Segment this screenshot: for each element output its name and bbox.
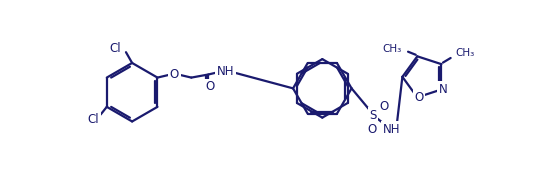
Text: N: N bbox=[439, 83, 447, 96]
Text: O: O bbox=[170, 68, 179, 81]
Text: CH₃: CH₃ bbox=[383, 44, 402, 54]
Text: NH: NH bbox=[383, 123, 400, 136]
Text: O: O bbox=[414, 91, 424, 104]
Text: O: O bbox=[205, 80, 215, 93]
Text: O: O bbox=[367, 123, 376, 136]
Text: Cl: Cl bbox=[87, 113, 99, 126]
Text: O: O bbox=[379, 100, 388, 112]
Text: CH₃: CH₃ bbox=[455, 48, 475, 58]
Text: S: S bbox=[370, 109, 377, 122]
Text: NH: NH bbox=[217, 65, 234, 78]
Text: Cl: Cl bbox=[110, 42, 121, 55]
